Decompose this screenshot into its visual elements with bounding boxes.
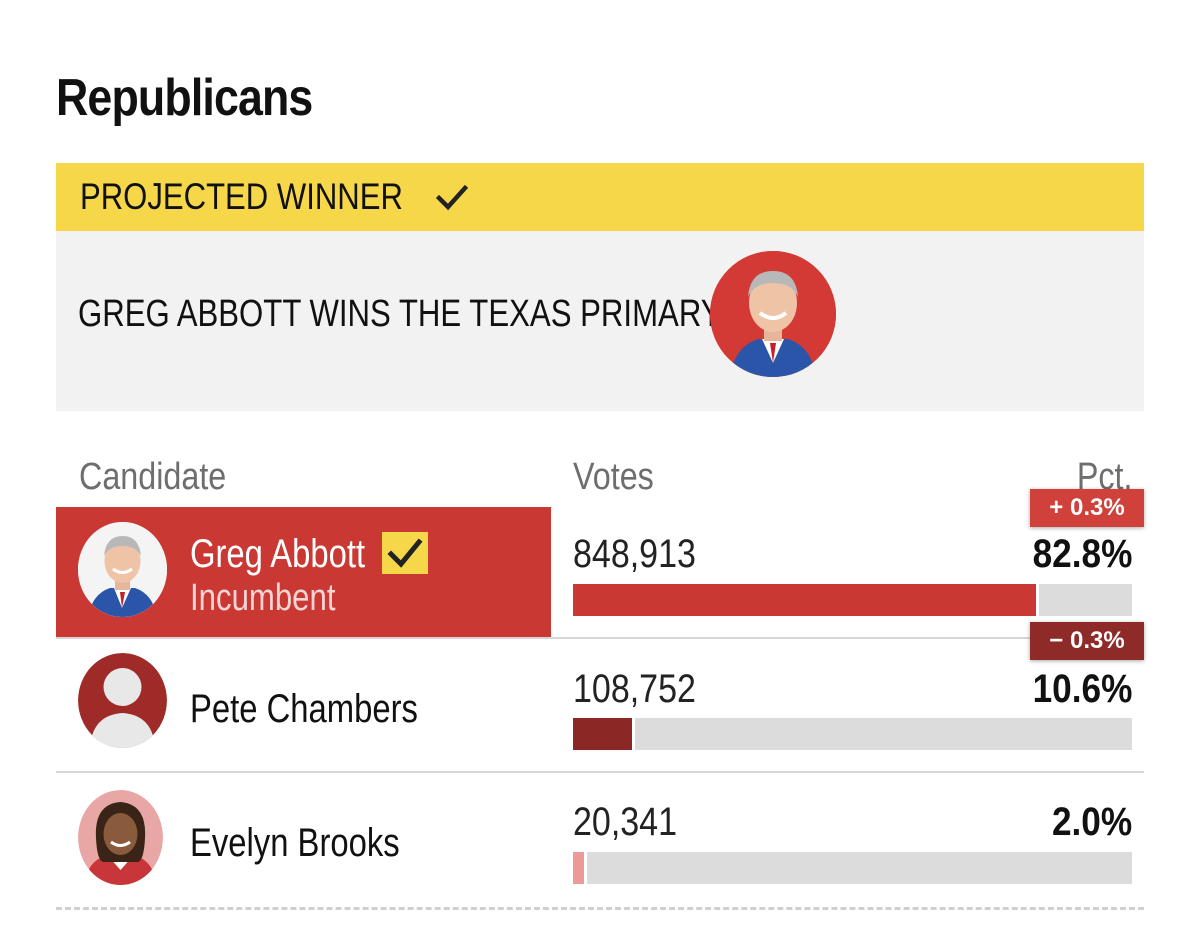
- pct-change-badge: + 0.3%: [1030, 489, 1144, 527]
- candidate-avatar-placeholder: [78, 653, 167, 748]
- vote-share-bar-track: [573, 718, 1132, 750]
- check-icon: [436, 184, 468, 211]
- candidate-name: Greg Abbott: [190, 532, 366, 576]
- candidate-pct: 2.0%: [1051, 800, 1132, 844]
- votes-column-header: Votes: [573, 456, 654, 498]
- section-title: Republicans: [56, 69, 313, 127]
- candidate-subtitle: Incumbent: [190, 577, 336, 619]
- projected-winner-label: PROJECTED WINNER: [80, 176, 403, 217]
- projected-winner-banner: PROJECTED WINNER: [56, 163, 1144, 231]
- candidate-votes: 108,752: [573, 667, 696, 711]
- vote-share-bar-fill: [573, 584, 1039, 616]
- row-divider: [56, 637, 1144, 639]
- vote-share-bar-fill: [573, 852, 588, 884]
- candidate-votes: 20,341: [573, 800, 677, 844]
- candidate-avatar-brooks: [78, 790, 163, 885]
- candidate-pct: 82.8%: [1032, 532, 1132, 576]
- candidate-name: Evelyn Brooks: [190, 821, 400, 865]
- winner-avatar: [710, 251, 836, 377]
- section-end-divider: [56, 907, 1144, 910]
- row-divider: [56, 771, 1144, 773]
- candidate-avatar-abbott: [78, 522, 167, 617]
- vote-share-bar-fill: [573, 718, 636, 750]
- candidate-pct: 10.6%: [1032, 667, 1132, 711]
- projected-winner-panel: GREG ABBOTT WINS THE TEXAS PRIMARY: [56, 231, 1144, 411]
- vote-share-bar-track: [573, 852, 1132, 884]
- winner-checkbox-icon: [382, 532, 428, 574]
- vote-share-bar-track: [573, 584, 1132, 616]
- candidate-column-header: Candidate: [79, 456, 227, 498]
- pct-change-badge: − 0.3%: [1030, 622, 1144, 660]
- candidate-name: Pete Chambers: [190, 687, 418, 731]
- winner-headline: GREG ABBOTT WINS THE TEXAS PRIMARY: [78, 293, 722, 335]
- candidate-votes: 848,913: [573, 532, 696, 576]
